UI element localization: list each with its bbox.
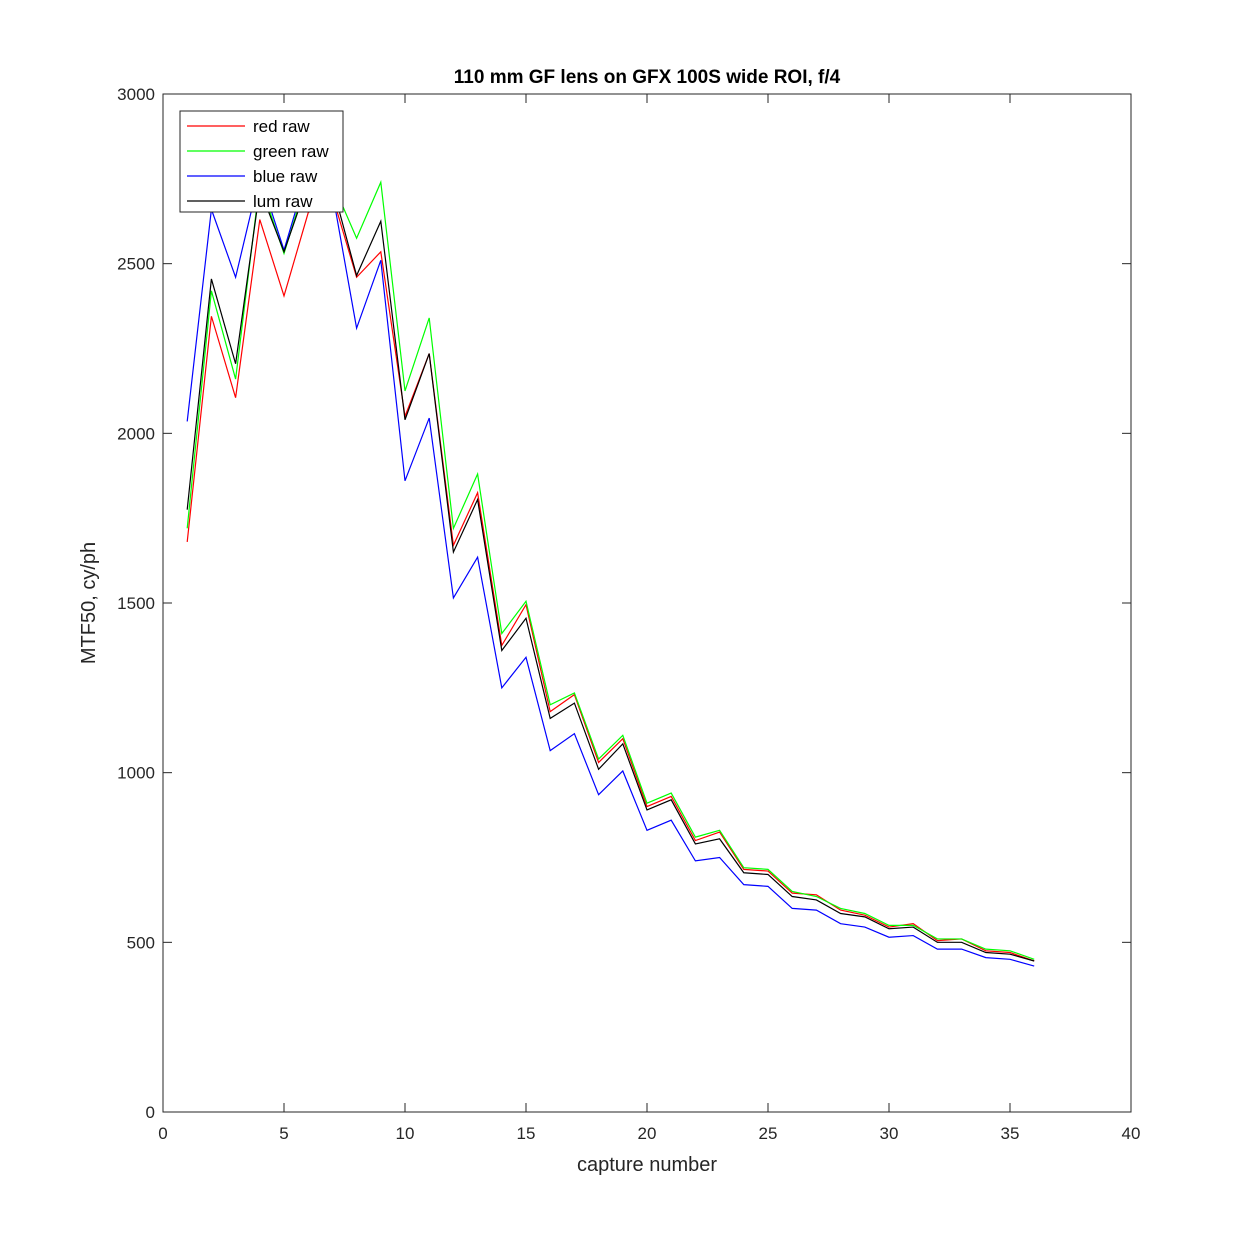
y-tick-label: 1000 [117, 764, 155, 783]
x-tick-label: 20 [638, 1124, 657, 1143]
legend-label: green raw [253, 142, 329, 161]
x-tick-label: 5 [279, 1124, 288, 1143]
x-tick-label: 0 [158, 1124, 167, 1143]
y-tick-label: 2500 [117, 255, 155, 274]
legend-label: red raw [253, 117, 310, 136]
x-axis-label: capture number [577, 1154, 717, 1176]
plot-area [163, 94, 1131, 1112]
x-tick-label: 10 [396, 1124, 415, 1143]
y-tick-label: 500 [127, 933, 155, 952]
x-tick-label: 15 [517, 1124, 536, 1143]
x-tick-label: 40 [1122, 1124, 1141, 1143]
ticks-layer: 0 5 10 15 20 25 30 35 40 0 500 1000 1500 2000 2500 3000 [117, 85, 1140, 1143]
legend-label: blue raw [253, 167, 318, 186]
y-tick-label: 1500 [117, 594, 155, 613]
x-tick-label: 35 [1001, 1124, 1020, 1143]
x-tick-label: 25 [759, 1124, 778, 1143]
legend: red raw green raw blue raw lum raw [179, 110, 344, 213]
y-axis-label: MTF50, cy/ph [78, 542, 100, 664]
x-tick-label: 30 [880, 1124, 899, 1143]
y-tick-label: 0 [146, 1103, 155, 1122]
legend-box [179, 110, 344, 213]
y-tick-label: 2000 [117, 424, 155, 443]
chart-title: 110 mm GF lens on GFX 100S wide ROI, f/4 [454, 67, 841, 88]
legend-label: lum raw [253, 192, 313, 211]
y-tick-label: 3000 [117, 85, 155, 104]
